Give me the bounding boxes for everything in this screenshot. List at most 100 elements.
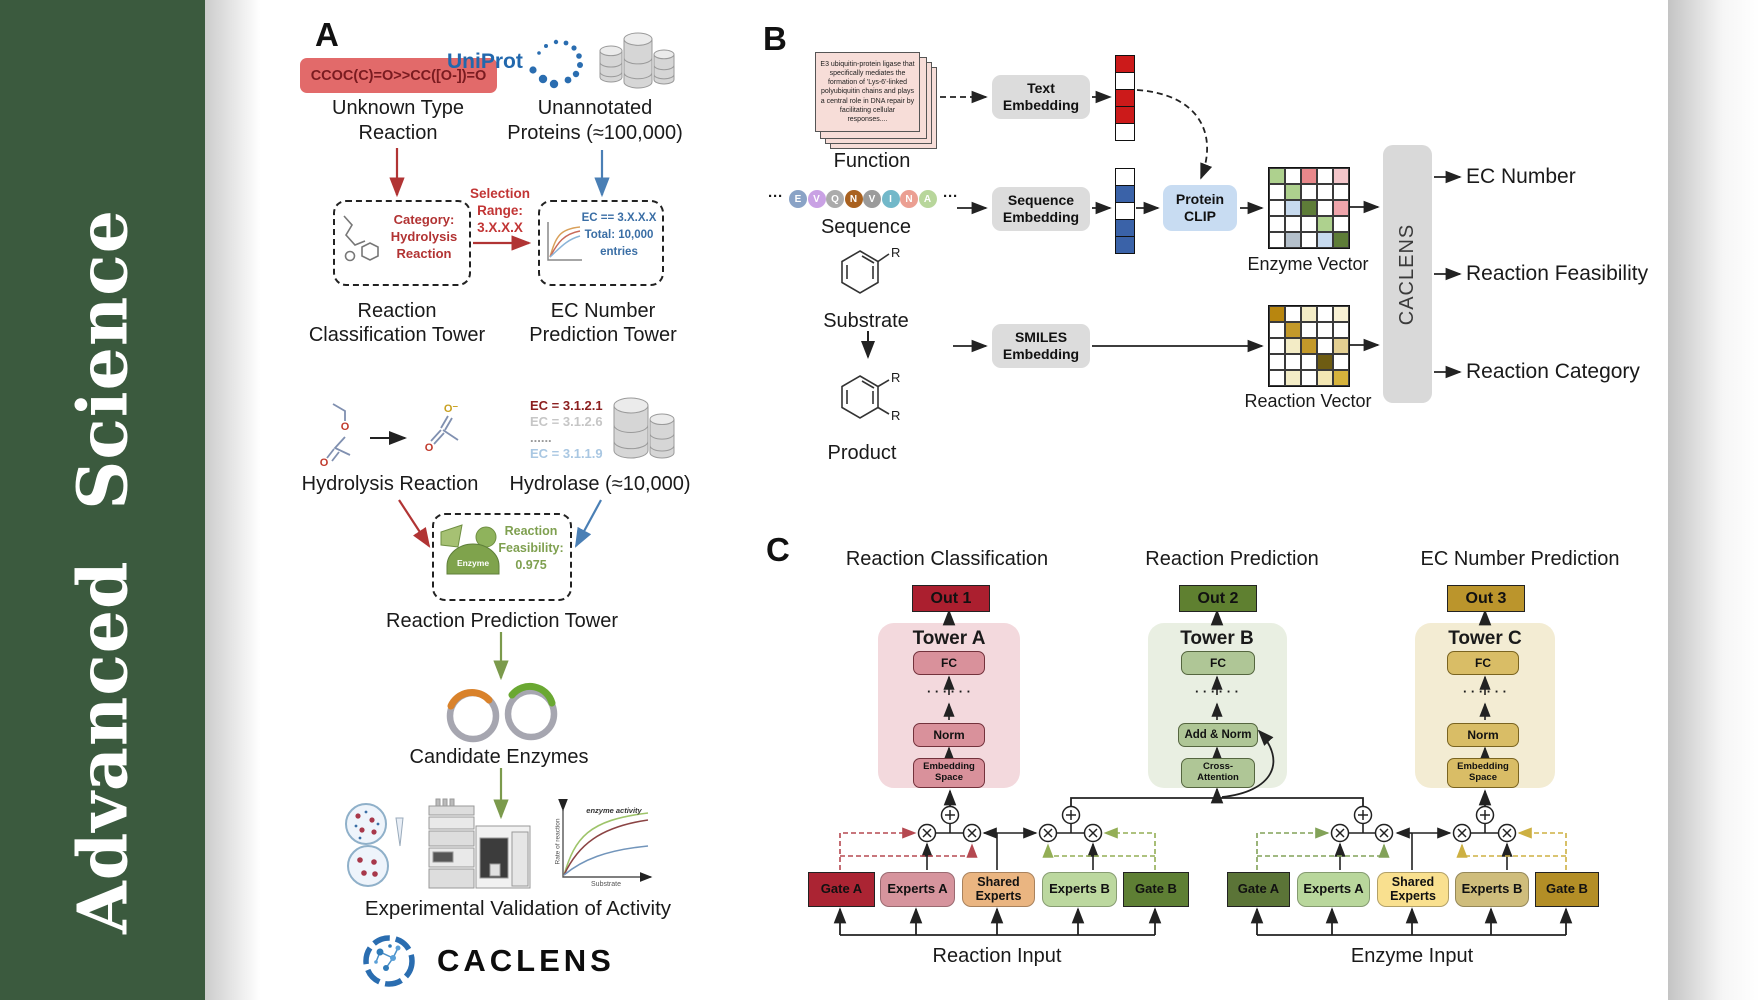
grid-cell bbox=[1269, 338, 1285, 354]
enzyme-experts-b-label: Experts B bbox=[1461, 881, 1523, 897]
smiles-box: CCOC(C)=O>>CC([O-])=O bbox=[300, 58, 497, 93]
sequence-ellipsis-left: ··· bbox=[768, 188, 783, 205]
vector-cell bbox=[1116, 89, 1134, 106]
enzyme-experts-a: Experts A bbox=[1297, 872, 1370, 907]
database-icons bbox=[599, 32, 675, 459]
product-r2-label: R bbox=[891, 408, 901, 423]
reaction-vector-grid bbox=[1268, 305, 1350, 387]
ester-o-label: O bbox=[340, 421, 350, 433]
residual-connection-arrow bbox=[1221, 729, 1275, 798]
sequence-embedding-vector bbox=[1115, 168, 1135, 254]
unknown-type-line1: Unknown Type bbox=[332, 97, 464, 119]
vector-cell bbox=[1116, 236, 1134, 253]
curves-icon bbox=[547, 222, 582, 261]
enzyme-icon bbox=[440, 524, 500, 575]
vector-cell bbox=[1116, 169, 1134, 185]
output-reaction-feasibility: Reaction Feasibility bbox=[1466, 262, 1649, 285]
selection-line1: Selection bbox=[469, 186, 531, 201]
reaction-vector-label: Reaction Vector bbox=[1244, 391, 1372, 411]
tower-c-title: Tower C bbox=[1448, 628, 1522, 649]
out-1-label: Out 1 bbox=[930, 589, 972, 607]
reaction-gate-b: Gate B bbox=[1123, 872, 1189, 907]
reaction-shared-experts: Shared Experts bbox=[962, 872, 1035, 907]
tower-b-fc: FC bbox=[1181, 651, 1255, 675]
grid-cell bbox=[1333, 338, 1349, 354]
tower-a-norm-label: Norm bbox=[933, 728, 965, 742]
tower-a-fc: FC bbox=[913, 651, 985, 675]
sequence-embedding-box: Sequence Embedding bbox=[992, 187, 1090, 231]
feasibility-line3: 0.975 bbox=[515, 558, 547, 572]
grid-cell bbox=[1317, 200, 1333, 216]
carboxylate-o-label: O bbox=[424, 442, 434, 454]
text-embedding-line1: Text bbox=[1027, 79, 1055, 96]
sequence-label: Sequence bbox=[820, 216, 912, 238]
category-line3: Reaction bbox=[396, 246, 452, 261]
reaction-experts-b: Experts B bbox=[1042, 872, 1117, 907]
grid-cell bbox=[1269, 200, 1285, 216]
feasibility-line1: Reaction bbox=[504, 524, 558, 538]
vector-cell bbox=[1116, 72, 1134, 89]
validation-label: Experimental Validation of Activity bbox=[364, 897, 672, 920]
grid-cell bbox=[1317, 370, 1333, 386]
carboxylate-molecule-icon bbox=[430, 415, 459, 445]
ester-molecule-icon bbox=[326, 403, 351, 462]
caclens-logo-icon bbox=[363, 935, 415, 987]
reaction-prediction-tower-label: Reaction Prediction Tower bbox=[386, 610, 618, 632]
residue-circle: V bbox=[863, 190, 881, 208]
grid-cell bbox=[1317, 184, 1333, 200]
panel-b-label: B bbox=[763, 20, 787, 57]
tower-b-title: Tower B bbox=[1180, 628, 1254, 649]
tower-a-norm: Norm bbox=[913, 723, 985, 747]
residue-circle: I bbox=[881, 190, 900, 208]
selection-line3: 3.X.X.X bbox=[477, 220, 523, 235]
candidate-enzymes-label: Candidate Enzymes bbox=[409, 746, 589, 768]
tower-b-base-line2: Attention bbox=[1197, 772, 1239, 783]
grid-cell bbox=[1333, 354, 1349, 370]
caclens-fusion-label: CACLENS bbox=[1396, 223, 1419, 325]
grid-cell bbox=[1317, 306, 1333, 322]
tower-a-title: Tower A bbox=[912, 628, 986, 649]
gate-feedback-lines bbox=[839, 827, 1567, 870]
grid-cell bbox=[1285, 168, 1301, 184]
grid-cell bbox=[1269, 354, 1285, 370]
enzyme-shared-experts-label: Shared Experts bbox=[1390, 874, 1436, 903]
column-reaction-prediction: Reaction Prediction bbox=[1145, 548, 1319, 570]
sequence-embedding-line1: Sequence bbox=[1007, 191, 1075, 208]
reaction-gate-a: Gate A bbox=[808, 872, 875, 907]
grid-cell bbox=[1301, 216, 1317, 232]
vector-cell bbox=[1116, 185, 1134, 202]
enzyme-gate-b: Gate B bbox=[1535, 872, 1599, 907]
grid-cell bbox=[1301, 232, 1317, 248]
out-2-box: Out 2 bbox=[1179, 585, 1257, 612]
enzyme-vector-label: Enzyme Vector bbox=[1247, 254, 1369, 274]
grid-cell bbox=[1317, 338, 1333, 354]
unannotated-line1: Unannotated bbox=[537, 97, 653, 119]
caclens-brand-text: CACLENS bbox=[437, 943, 615, 978]
grid-cell bbox=[1333, 216, 1349, 232]
panel-a-label: A bbox=[315, 16, 339, 53]
grid-cell bbox=[1333, 370, 1349, 386]
grid-cell bbox=[1285, 232, 1301, 248]
output-reaction-category: Reaction Category bbox=[1466, 360, 1640, 383]
ec-item: EC = 3.1.2.1 bbox=[530, 398, 603, 413]
text-embedding-box: Text Embedding bbox=[992, 75, 1090, 119]
reaction-gate-a-label: Gate A bbox=[820, 881, 863, 897]
out-3-box: Out 3 bbox=[1447, 585, 1525, 612]
selection-line2: Range: bbox=[477, 203, 523, 218]
grid-cell bbox=[1269, 232, 1285, 248]
vector-cell bbox=[1116, 202, 1134, 219]
product-benzene-icon bbox=[841, 375, 890, 419]
vector-cell bbox=[1116, 123, 1134, 140]
grid-cell bbox=[1301, 200, 1317, 216]
grid-cell bbox=[1301, 338, 1317, 354]
tower-a-embedding-space: Embedding Space bbox=[913, 758, 985, 788]
tower-b-base-line1: Cross- bbox=[1202, 761, 1234, 773]
grid-cell bbox=[1317, 354, 1333, 370]
feasibility-line2: Feasibility: bbox=[498, 541, 564, 555]
grid-cell bbox=[1301, 322, 1317, 338]
grid-cell bbox=[1285, 354, 1301, 370]
grid-cell bbox=[1333, 232, 1349, 248]
vector-cell bbox=[1116, 56, 1134, 72]
